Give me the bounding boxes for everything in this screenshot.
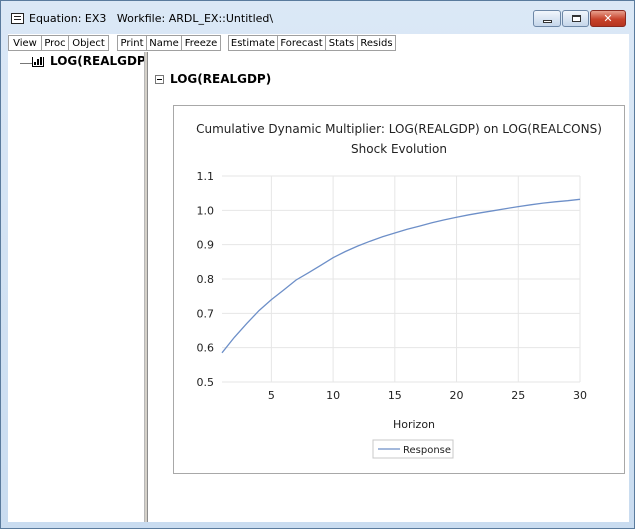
- content-area: LOG(REALGDP) LOG(REALGDP) Cumulative Dyn…: [8, 52, 629, 522]
- stats-button[interactable]: Stats: [325, 35, 358, 51]
- tree-connector: [20, 63, 33, 64]
- x-tick-label: 15: [388, 389, 402, 402]
- maximize-button[interactable]: [562, 10, 589, 27]
- collapse-icon[interactable]: [155, 75, 164, 84]
- proc-button[interactable]: Proc: [41, 35, 69, 51]
- legend-box: [372, 439, 454, 459]
- y-tick-label: 0.9: [197, 239, 215, 252]
- x-tick-label: 5: [268, 389, 275, 402]
- chart-title: Cumulative Dynamic Multiplier: LOG(REALG…: [196, 122, 602, 136]
- close-button[interactable]: ✕: [590, 10, 626, 27]
- y-tick-label: 0.5: [197, 376, 215, 389]
- pane-splitter[interactable]: [144, 52, 148, 522]
- y-tick-label: 1.0: [197, 204, 215, 217]
- x-axis-label: Horizon: [393, 418, 435, 431]
- print-button[interactable]: Print: [117, 35, 147, 51]
- y-tick-label: 0.7: [197, 307, 215, 320]
- system-menu-icon[interactable]: [11, 13, 24, 24]
- maximize-icon: [572, 15, 581, 22]
- section-title: LOG(REALGDP): [170, 72, 272, 86]
- forecast-button[interactable]: Forecast: [277, 35, 326, 51]
- window-title: Equation: EX3 Workfile: ARDL_EX::Untitle…: [29, 12, 274, 25]
- y-tick-label: 1.1: [197, 170, 215, 183]
- x-tick-label: 10: [326, 389, 340, 402]
- chart-frame: Cumulative Dynamic Multiplier: LOG(REALG…: [173, 105, 625, 474]
- minimize-button[interactable]: [533, 10, 561, 27]
- chart-subtitle: Shock Evolution: [351, 142, 447, 156]
- freeze-button[interactable]: Freeze: [181, 35, 221, 51]
- view-button[interactable]: View: [8, 35, 42, 51]
- estimate-button[interactable]: Estimate: [228, 35, 278, 51]
- output-pane: LOG(REALGDP) Cumulative Dynamic Multipli…: [148, 52, 629, 522]
- resids-button[interactable]: Resids: [357, 35, 396, 51]
- close-icon: ✕: [603, 12, 613, 25]
- graph-icon: [32, 57, 44, 67]
- y-tick-label: 0.6: [197, 342, 215, 355]
- x-tick-label: 25: [511, 389, 525, 402]
- multiplier-chart: Cumulative Dynamic Multiplier: LOG(REALG…: [196, 122, 602, 459]
- minimize-icon: [543, 20, 552, 23]
- tree-item-log-realgdp[interactable]: LOG(REALGDP): [50, 54, 152, 68]
- object-button[interactable]: Object: [68, 35, 109, 51]
- x-tick-label: 20: [450, 389, 464, 402]
- x-tick-label: 30: [573, 389, 587, 402]
- tree-pane: LOG(REALGDP): [8, 52, 151, 522]
- y-tick-label: 0.8: [197, 273, 215, 286]
- toolbar: View Proc Object Print Name Freeze Estim…: [8, 34, 629, 53]
- series-line-response: [221, 198, 581, 354]
- name-button[interactable]: Name: [146, 35, 182, 51]
- title-bar[interactable]: Equation: EX3 Workfile: ARDL_EX::Untitle…: [1, 1, 634, 33]
- legend-label-response: Response: [403, 445, 451, 456]
